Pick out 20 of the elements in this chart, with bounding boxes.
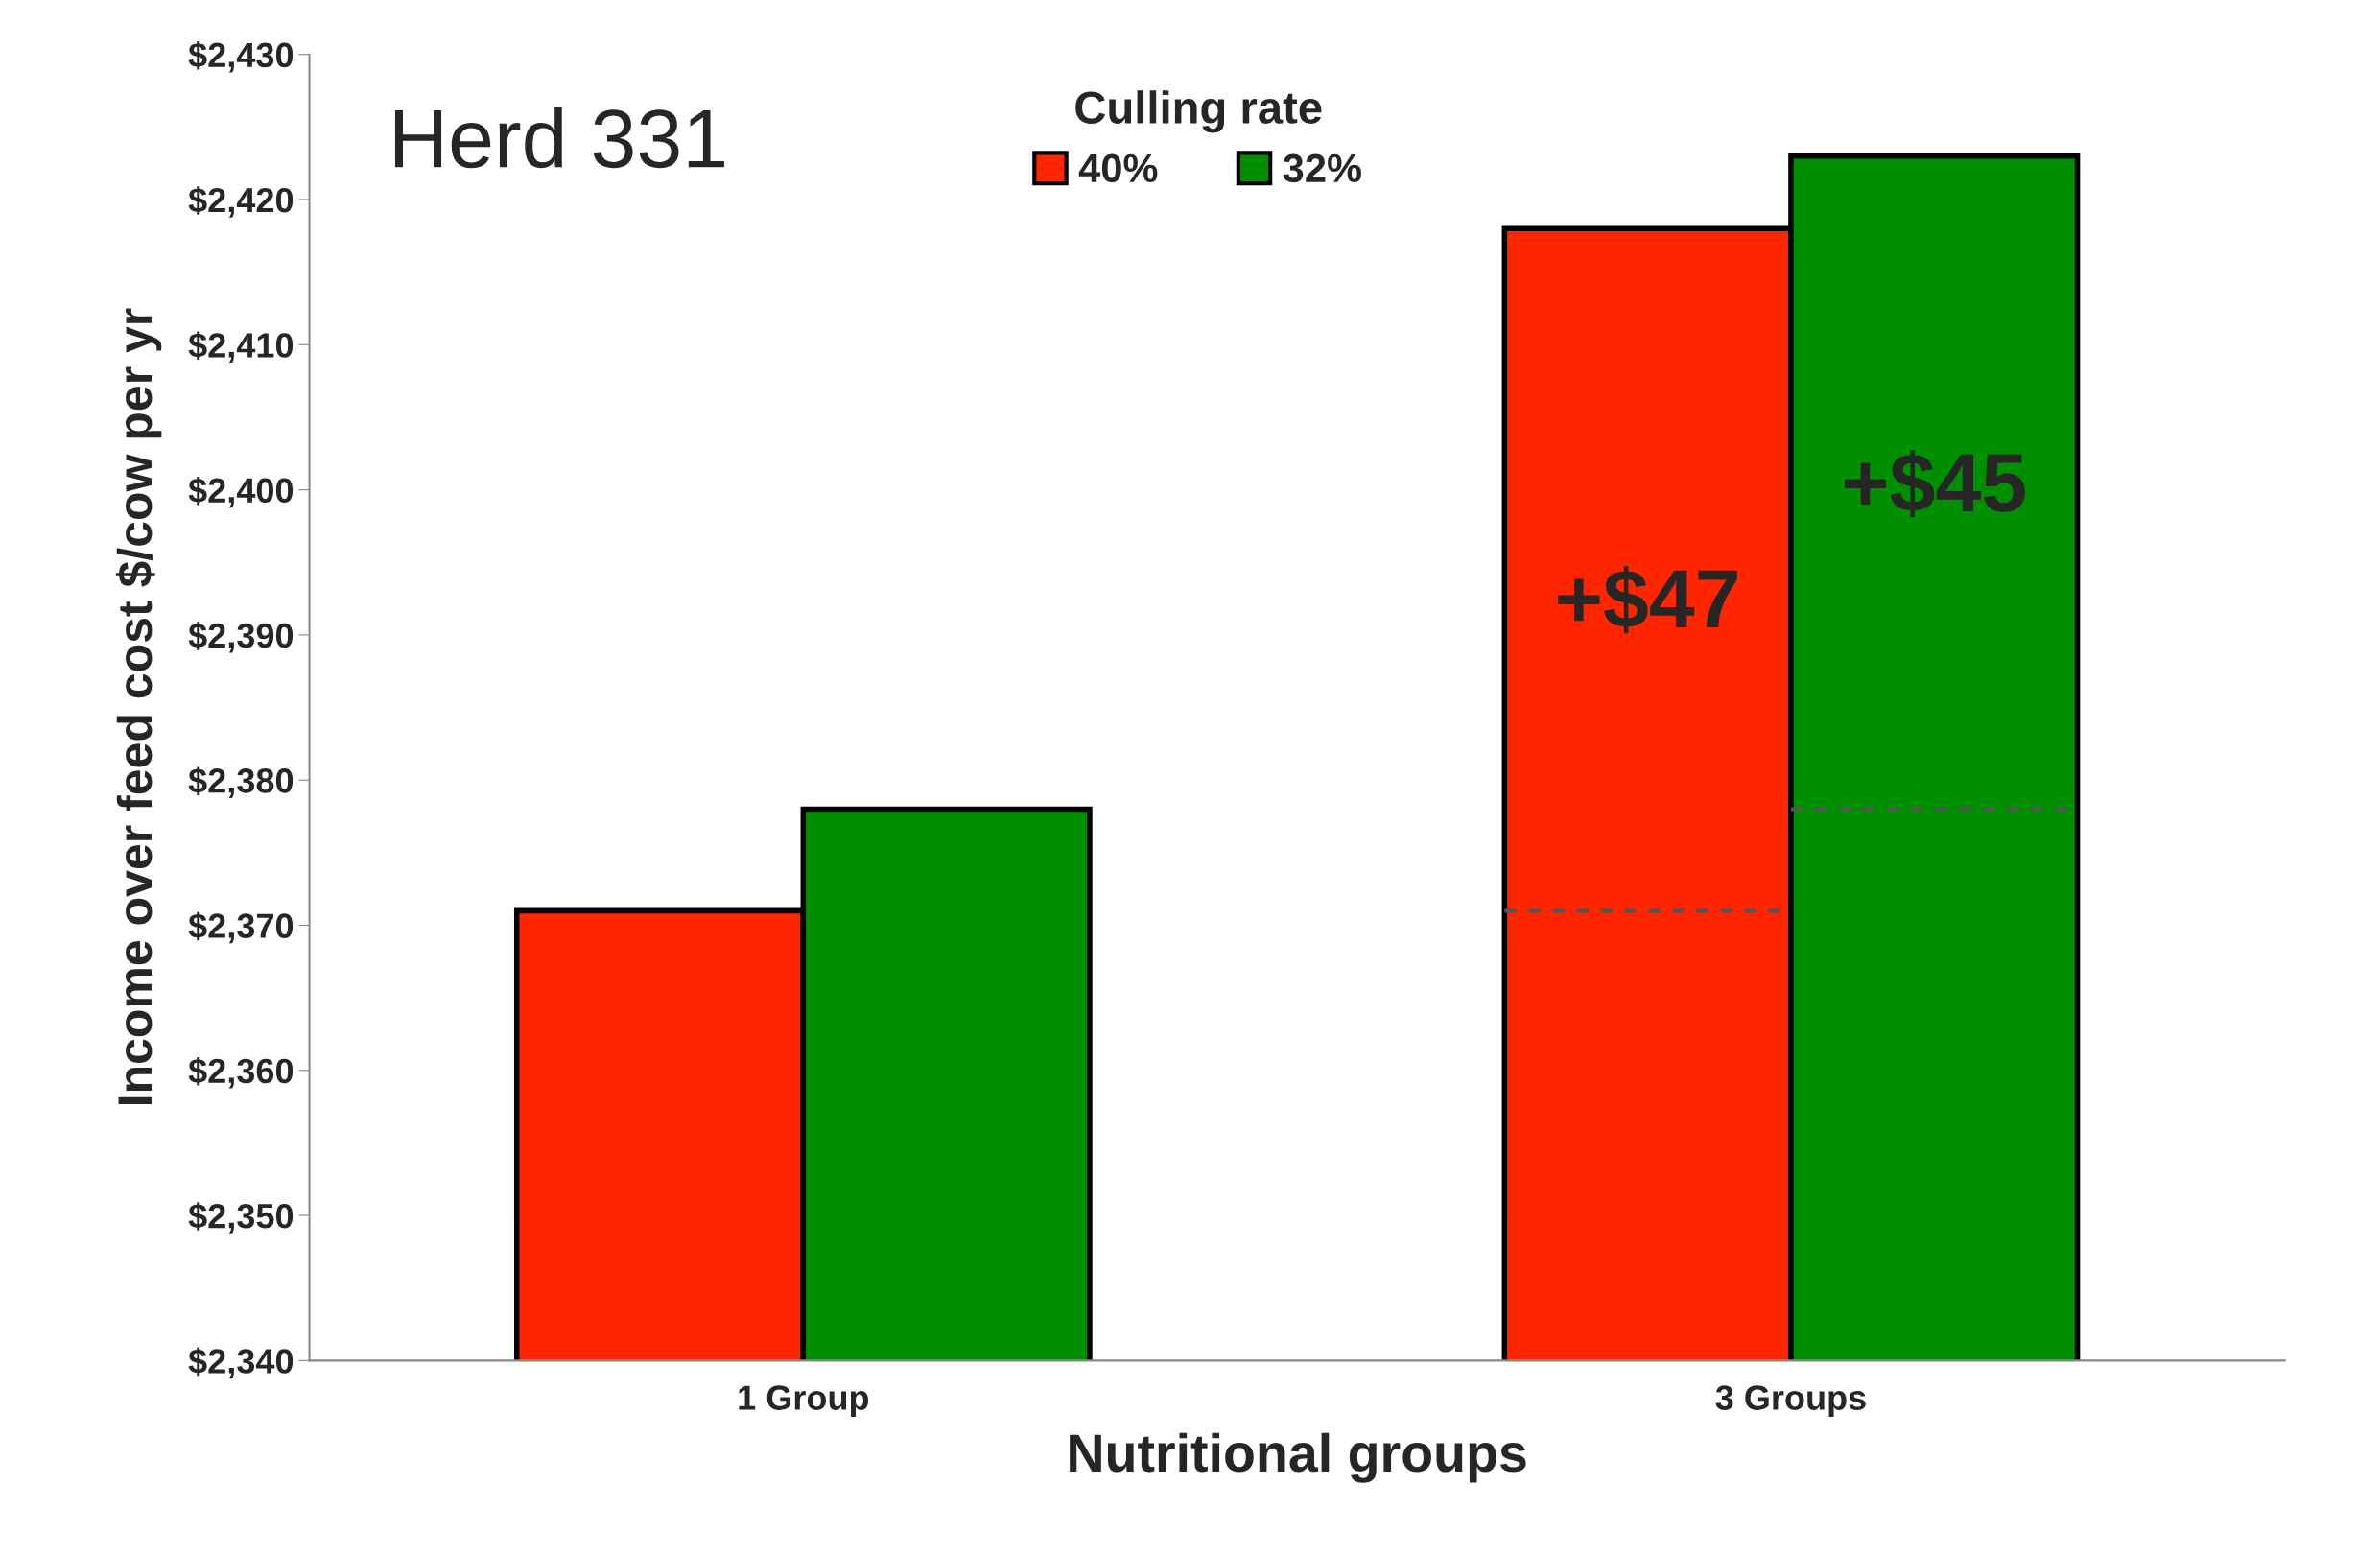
y-tick-label: $2,390 (188, 622, 294, 653)
y-tick-label: $2,350 (188, 1202, 294, 1234)
annotation: +$47 (1558, 566, 1737, 634)
legend-title: Culling rate (1075, 90, 1322, 133)
annotation: Herd 331 (394, 106, 724, 169)
x-axis-title: Nutritional groups (1070, 1432, 1526, 1483)
legend-label: 32% (1283, 153, 1361, 183)
x-tick-label: 3 Groups (1715, 1385, 1866, 1418)
y-tick-label: $2,360 (188, 1057, 294, 1089)
y-tick-label: $2,370 (188, 911, 294, 944)
y-tick-label: $2,340 (188, 1347, 294, 1379)
y-tick-label: $2,420 (188, 186, 294, 218)
y-tick-label: $2,430 (188, 41, 294, 73)
x-tick-label: 1 Group (739, 1385, 869, 1418)
y-tick-label: $2,410 (188, 331, 294, 363)
y-tick-label: $2,380 (188, 766, 294, 798)
y-axis-title: Income over feed cost $/cow per yr (115, 308, 162, 1104)
y-tick-label: $2,400 (188, 476, 294, 508)
legend-label: 40% (1078, 153, 1158, 183)
annotation: +$45 (1844, 449, 2025, 518)
